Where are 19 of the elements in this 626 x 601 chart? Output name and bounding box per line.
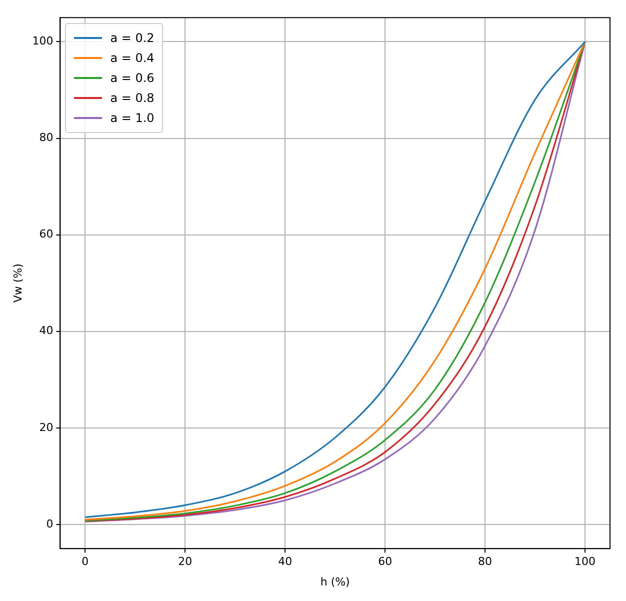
y-tick-label: 60 <box>39 228 54 241</box>
legend-label: a = 0.4 <box>110 50 154 65</box>
x-axis-title: h (%) <box>320 575 350 588</box>
legend-label: a = 0.2 <box>110 30 154 45</box>
y-tick-label: 40 <box>39 324 54 338</box>
y-axis-title: Vw (%) <box>11 264 24 303</box>
x-tick-label: 100 <box>574 555 596 568</box>
y-tick-label: 0 <box>46 517 54 530</box>
legend-label: a = 0.8 <box>110 90 154 105</box>
x-tick-label: 60 <box>378 555 392 568</box>
x-tick-label: 80 <box>478 555 492 568</box>
y-tick-label: 20 <box>39 420 54 434</box>
legend-label: a = 1.0 <box>110 110 154 125</box>
y-tick-label: 80 <box>39 131 54 144</box>
y-tick-label: 100 <box>32 34 54 48</box>
x-tick-label: 40 <box>278 555 292 568</box>
x-tick-label: 0 <box>82 555 89 568</box>
x-tick-label: 20 <box>178 555 192 568</box>
legend-label: a = 0.6 <box>110 70 154 85</box>
